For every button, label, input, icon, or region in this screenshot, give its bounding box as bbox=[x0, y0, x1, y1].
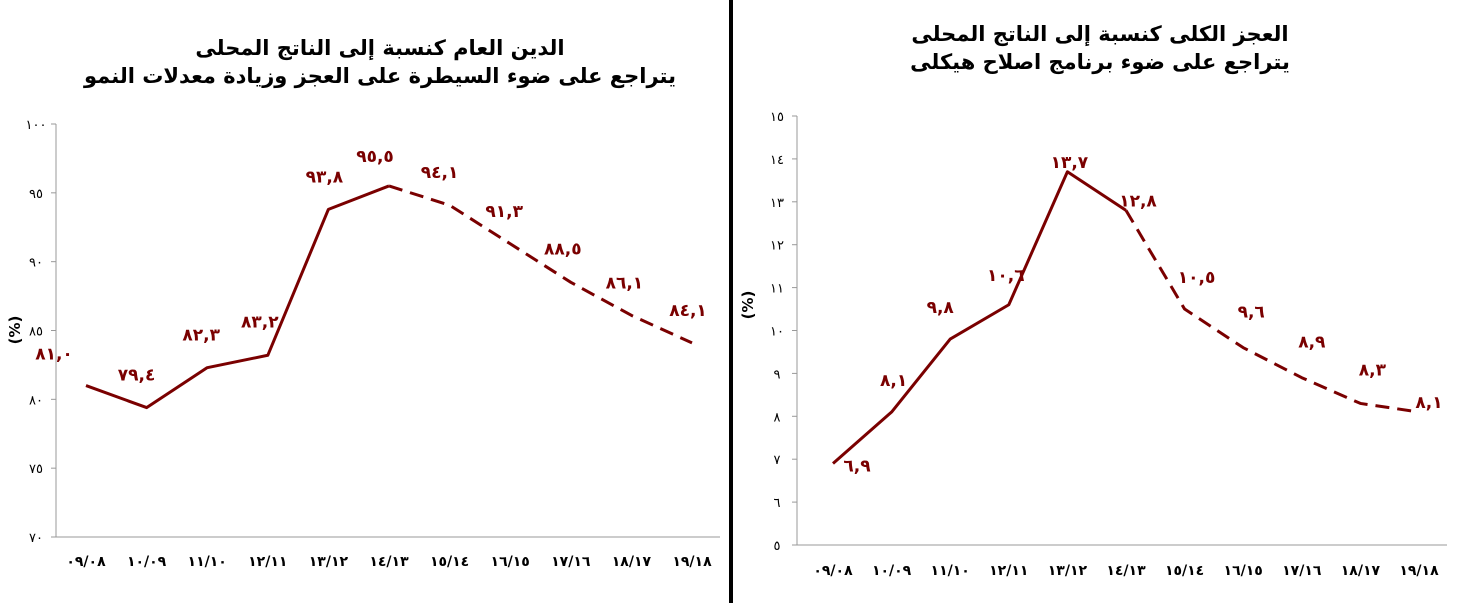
data-label: ٨٨,٥ bbox=[544, 239, 582, 259]
data-label: ١٠,٦ bbox=[987, 266, 1025, 286]
y-tick-label: ٧٥ bbox=[29, 462, 43, 477]
y-tick-label: ١٠ bbox=[770, 325, 784, 340]
y-tick-label: ١١ bbox=[770, 282, 784, 297]
data-label: ٨,١ bbox=[1415, 393, 1442, 413]
series-projected-line bbox=[1124, 209, 1420, 414]
x-tick-label: ١١/١٠ bbox=[188, 554, 227, 570]
data-label: ٨٦,١ bbox=[606, 273, 644, 293]
y-tick-label: ٨ bbox=[774, 410, 781, 425]
x-tick-label: ١٧/١٦ bbox=[551, 554, 591, 570]
data-label: ٨,١ bbox=[880, 371, 907, 391]
x-tick-label: ١٧/١٦ bbox=[1282, 563, 1322, 579]
y-tick-label: ٩٥ bbox=[29, 187, 43, 202]
data-label: ٨٤,١ bbox=[669, 301, 707, 321]
data-label: ١٣,٧ bbox=[1051, 153, 1089, 173]
x-tick-label: ١٩/١٨ bbox=[672, 554, 712, 570]
data-label: ٩٥,٥ bbox=[356, 147, 394, 167]
x-tick-label: ١٦/١٥ bbox=[491, 554, 530, 570]
data-label: ٨١,٠ bbox=[35, 345, 73, 365]
y-axis-title: (%) bbox=[6, 316, 24, 345]
x-tick-label: ٠٩/٠٨ bbox=[813, 563, 853, 579]
debt-line-chart: ١٠٠ ٩٥ ٩٠ ٨٥ ٨٠ ٧٥ ٧٠ (%) ٠٩/٠٨ ١٠/٠٩ ١١/١٠ ١٢/١١ ١٣… bbox=[6, 118, 720, 570]
y-tick-label: ١٣ bbox=[770, 196, 784, 211]
x-tick-label: ١٨/١٧ bbox=[612, 554, 652, 570]
right-chart-title-line2: يتراجع على ضوء برنامج اصلاح هيكلى bbox=[910, 50, 1290, 74]
x-tick-label: ١٤/١٣ bbox=[1106, 563, 1146, 579]
data-label: ٩٤,١ bbox=[421, 163, 459, 183]
right-chart-title-line1: العجز الكلى كنسبة إلى الناتج المحلى bbox=[911, 22, 1289, 46]
y-tick-label: ٦ bbox=[774, 496, 781, 511]
y-axis-title: (%) bbox=[739, 291, 757, 320]
x-tick-label: ١٣/١٢ bbox=[309, 554, 349, 570]
left-chart-title-line2: يتراجع على ضوء السيطرة على العجز وزيادة … bbox=[84, 64, 676, 88]
right-chart-title: العجز الكلى كنسبة إلى الناتج المحلى يترا… bbox=[760, 20, 1440, 76]
data-label: ٨,٣ bbox=[1359, 360, 1387, 380]
data-label: ٩,٨ bbox=[927, 298, 955, 318]
x-tick-label: ٠٩/٠٨ bbox=[66, 554, 106, 570]
data-label: ١٢,٨ bbox=[1119, 191, 1157, 211]
y-tick-label: ٨٠ bbox=[29, 393, 43, 408]
x-tick-label: ١٠/٠٩ bbox=[127, 554, 167, 570]
data-label: ٨,٩ bbox=[1298, 333, 1326, 353]
y-tick-label: ٥ bbox=[774, 539, 781, 554]
data-label: ٨٢,٣ bbox=[182, 326, 220, 346]
y-tick-label: ٩٠ bbox=[29, 256, 43, 271]
x-tick-label: ١٤/١٣ bbox=[369, 554, 409, 570]
x-tick-label: ١٣/١٢ bbox=[1048, 563, 1088, 579]
x-tick-label: ١٥/١٤ bbox=[430, 554, 469, 570]
data-label: ٦,٩ bbox=[843, 456, 871, 476]
left-chart-title-line1: الدين العام كنسبة إلى الناتج المحلى bbox=[195, 36, 565, 60]
data-label: ٩١,٣ bbox=[485, 202, 523, 222]
x-tick-label: ١١/١٠ bbox=[931, 563, 970, 579]
x-tick-label: ١٥/١٤ bbox=[1165, 563, 1204, 579]
data-label: ٩٣,٨ bbox=[306, 167, 344, 187]
y-tick-label: ١٤ bbox=[770, 153, 784, 168]
x-tick-label: ١٢/١١ bbox=[989, 563, 1028, 579]
x-tick-label: ١٦/١٥ bbox=[1224, 563, 1263, 579]
data-label: ٨٣,٢ bbox=[241, 312, 279, 332]
series-actual-line bbox=[85, 184, 390, 410]
data-label: ٧٩,٤ bbox=[118, 366, 156, 386]
data-label: ٩,٦ bbox=[1238, 303, 1265, 323]
panel-divider bbox=[729, 0, 733, 603]
y-tick-label: ١٠٠ bbox=[26, 118, 47, 133]
y-tick-label: ١٥ bbox=[770, 110, 784, 125]
x-tick-label: ١٢/١١ bbox=[248, 554, 287, 570]
x-tick-label: ١٩/١٨ bbox=[1399, 563, 1439, 579]
series-actual-line bbox=[832, 170, 1127, 465]
data-label: ١٠,٥ bbox=[1178, 268, 1216, 288]
y-tick-label: ٨٥ bbox=[29, 325, 43, 340]
left-chart-title: الدين العام كنسبة إلى الناتج المحلى يترا… bbox=[40, 34, 720, 90]
x-tick-label: ١٠/٠٩ bbox=[872, 563, 912, 579]
series-projected-line bbox=[388, 184, 693, 345]
y-tick-label: ٧٠ bbox=[29, 531, 43, 546]
x-tick-label: ١٨/١٧ bbox=[1341, 563, 1381, 579]
y-tick-label: ٧ bbox=[774, 453, 781, 468]
y-tick-label: ١٢ bbox=[770, 239, 784, 254]
y-tick-label: ٩ bbox=[774, 367, 781, 382]
